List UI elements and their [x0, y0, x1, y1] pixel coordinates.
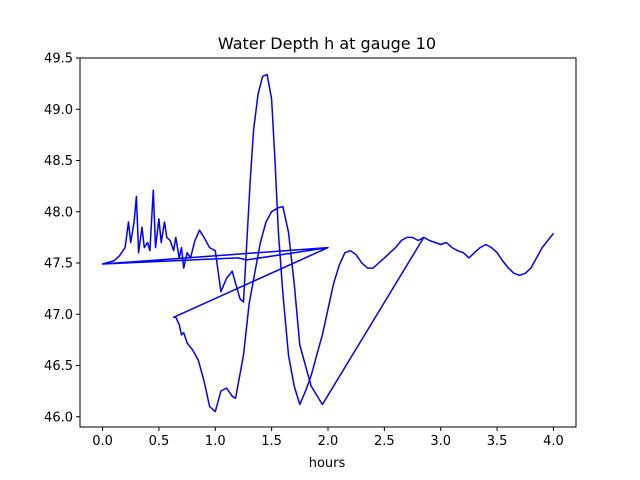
plot-area-frame: [79, 57, 577, 428]
y-tick-label: 47.0: [44, 308, 73, 323]
x-tick-label: 3.0: [430, 434, 451, 449]
y-tick-label: 46.0: [44, 410, 73, 425]
x-tick-label: 1.0: [205, 434, 226, 449]
plot-lines: [101, 73, 555, 413]
x-tick-label: 4.0: [543, 434, 564, 449]
x-tick-label: 2.0: [318, 434, 339, 449]
x-tick-label: 0.0: [92, 434, 113, 449]
y-axis: 46.0 46.5 47.0 47.5 48.0 48.5 49.0 49.5: [44, 52, 80, 425]
series-line-1: [101, 205, 425, 413]
y-tick-label: 48.0: [44, 205, 73, 220]
series-line-0: [102, 73, 555, 406]
x-tick-label: 1.5: [261, 434, 282, 449]
y-tick-label: 49.0: [44, 103, 73, 118]
x-tick-label: 2.5: [374, 434, 395, 449]
y-tick-label: 49.5: [44, 52, 73, 67]
y-tick-label: 46.5: [44, 359, 73, 374]
x-axis-label: hours: [309, 456, 346, 471]
x-tick-label: 0.5: [149, 434, 170, 449]
y-tick-label: 48.5: [44, 154, 73, 169]
chart-title: Water Depth h at gauge 10: [218, 34, 436, 53]
x-axis: 0.0 0.5 1.0 1.5 2.0 2.5 3.0 3.5 4.0: [92, 427, 564, 449]
y-tick-label: 47.5: [44, 257, 73, 272]
x-tick-label: 3.5: [487, 434, 508, 449]
